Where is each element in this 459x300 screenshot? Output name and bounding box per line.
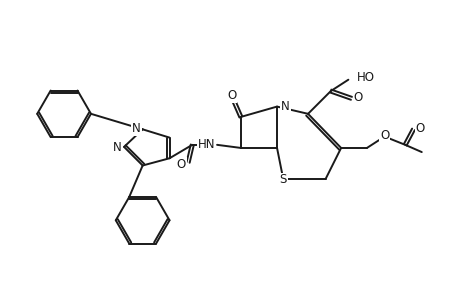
Text: O: O [226,89,235,102]
Text: N: N [280,100,289,113]
Text: O: O [353,91,362,104]
Text: O: O [414,122,424,135]
Text: O: O [176,158,185,171]
Text: HN: HN [197,138,214,151]
Text: N: N [132,122,140,135]
Text: N: N [113,141,122,154]
Text: O: O [379,129,388,142]
Text: S: S [279,173,286,187]
Text: HO: HO [356,71,374,84]
